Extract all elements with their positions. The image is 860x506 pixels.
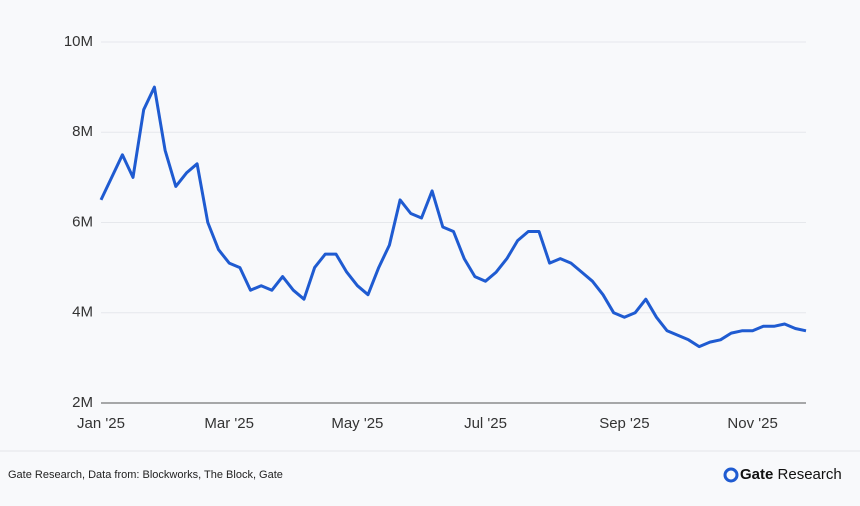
source-note: Gate Research, Data from: Blockworks, Th… [8, 469, 283, 481]
y-tick-label: 4M [72, 304, 93, 321]
logo-suffix: Research [778, 466, 842, 483]
logo: Gate Research [740, 466, 842, 483]
y-tick-label: 10M [64, 33, 93, 50]
logo-icon [723, 467, 739, 483]
y-tick-label: 2M [72, 394, 93, 411]
x-tick-label: Jan '25 [77, 415, 125, 432]
x-tick-label: May '25 [331, 415, 383, 432]
x-tick-label: Nov '25 [727, 415, 777, 432]
logo-brand: Gate [740, 466, 773, 483]
x-tick-label: Sep '25 [599, 415, 649, 432]
line-series [99, 85, 807, 349]
y-tick-label: 6M [72, 213, 93, 230]
x-tick-label: Mar '25 [204, 415, 254, 432]
x-tick-label: Jul '25 [464, 415, 507, 432]
y-tick-label: 8M [72, 123, 93, 140]
